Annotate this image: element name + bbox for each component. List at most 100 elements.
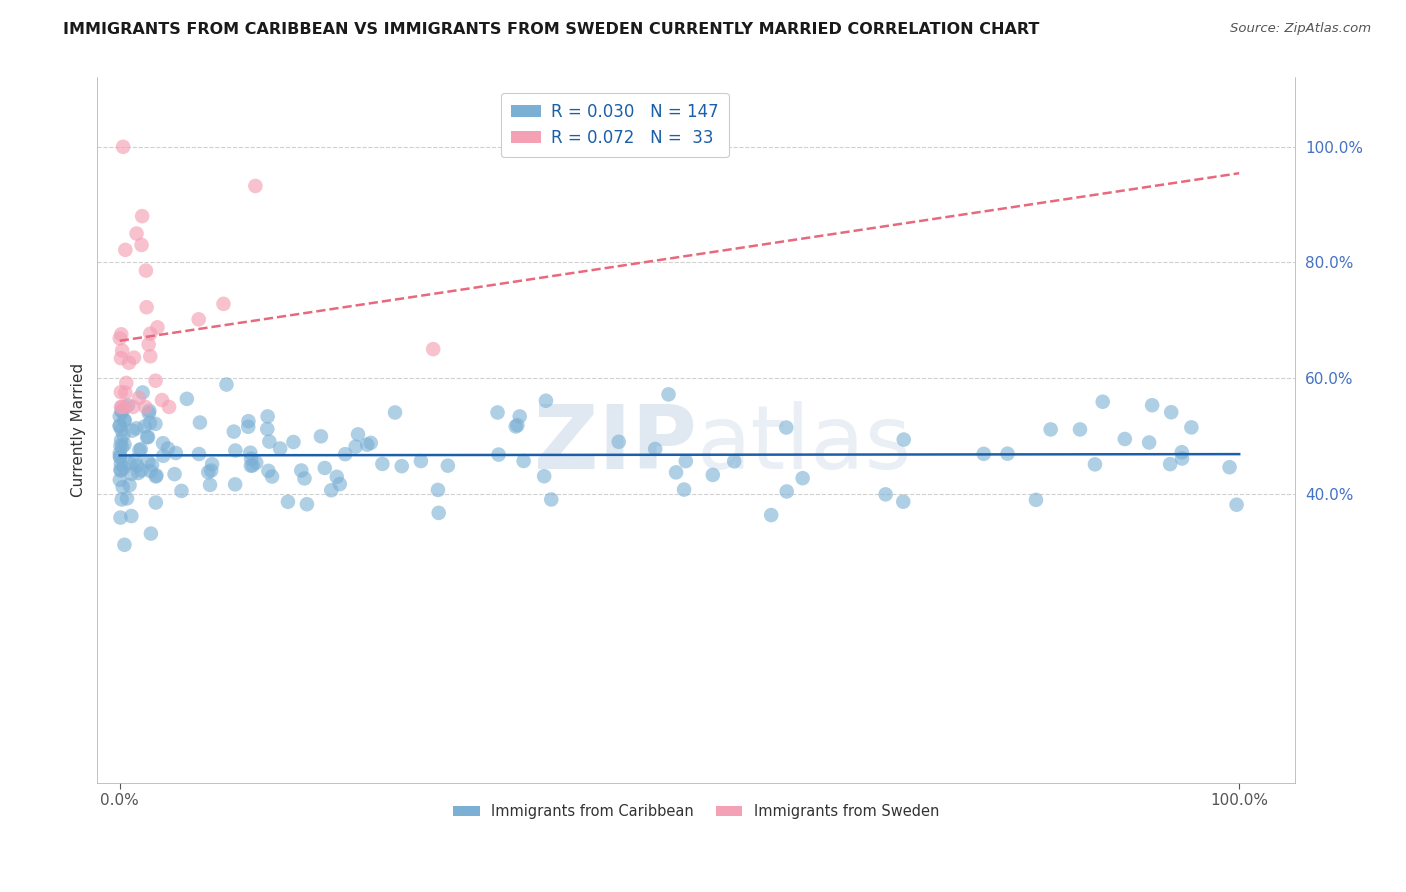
Point [321, 483, 343, 498]
Point [118, 478, 141, 492]
Point [111, 404, 134, 418]
Point [110, 439, 132, 453]
Point [644, 442, 666, 456]
Point [110, 463, 132, 477]
Point [139, 416, 162, 430]
Point [139, 349, 162, 363]
Point [145, 495, 167, 509]
Point [1171, 445, 1194, 459]
Point [118, 356, 141, 370]
Point [506, 418, 529, 433]
Point [792, 471, 814, 485]
Legend: Immigrants from Caribbean, Immigrants from Sweden: Immigrants from Caribbean, Immigrants fr… [447, 798, 945, 825]
Point [314, 461, 336, 475]
Point [775, 420, 797, 434]
Point [152, 436, 174, 450]
Text: IMMIGRANTS FROM CARIBBEAN VS IMMIGRANTS FROM SWEDEN CURRENTLY MARRIED CORRELATIO: IMMIGRANTS FROM CARIBBEAN VS IMMIGRANTS … [63, 22, 1039, 37]
Point [657, 387, 679, 401]
Point [134, 400, 156, 414]
Point [242, 458, 264, 473]
Point [997, 447, 1019, 461]
Point [259, 434, 281, 449]
Point [295, 497, 318, 511]
Point [138, 337, 160, 351]
Point [427, 506, 450, 520]
Point [891, 494, 914, 508]
Point [136, 430, 159, 444]
Point [238, 414, 260, 428]
Point [128, 391, 150, 405]
Point [117, 398, 139, 412]
Point [111, 343, 134, 358]
Point [111, 440, 134, 454]
Point [108, 331, 131, 345]
Point [347, 427, 370, 442]
Point [170, 483, 193, 498]
Point [215, 377, 238, 392]
Point [150, 393, 173, 408]
Point [973, 447, 995, 461]
Point [110, 400, 132, 414]
Point [111, 480, 134, 494]
Point [138, 406, 160, 420]
Point [1180, 420, 1202, 434]
Point [129, 442, 152, 457]
Point [245, 456, 267, 470]
Point [540, 492, 562, 507]
Point [114, 400, 136, 414]
Point [121, 467, 143, 481]
Point [723, 454, 745, 468]
Point [290, 463, 312, 477]
Point [156, 442, 179, 456]
Point [145, 374, 167, 388]
Point [145, 417, 167, 431]
Point [1084, 458, 1107, 472]
Point [260, 469, 283, 483]
Point [108, 450, 131, 465]
Point [1039, 422, 1062, 436]
Point [256, 422, 278, 436]
Point [240, 451, 263, 466]
Point [512, 454, 534, 468]
Point [534, 393, 557, 408]
Point [145, 468, 167, 483]
Point [128, 443, 150, 458]
Point [139, 526, 162, 541]
Point [141, 458, 163, 472]
Point [329, 477, 352, 491]
Point [224, 477, 246, 491]
Point [108, 446, 131, 460]
Point [294, 471, 316, 485]
Point [131, 238, 153, 252]
Point [110, 433, 132, 447]
Point [108, 419, 131, 434]
Point [533, 469, 555, 483]
Point [875, 487, 897, 501]
Point [125, 227, 148, 241]
Point [198, 478, 221, 492]
Point [224, 443, 246, 458]
Point [427, 483, 450, 497]
Point [1140, 398, 1163, 412]
Point [124, 453, 146, 467]
Point [136, 430, 159, 444]
Point [112, 460, 135, 475]
Point [112, 428, 135, 442]
Point [110, 457, 132, 471]
Point [131, 209, 153, 223]
Point [157, 400, 180, 414]
Point [409, 454, 432, 468]
Text: Source: ZipAtlas.com: Source: ZipAtlas.com [1230, 22, 1371, 36]
Point [256, 409, 278, 424]
Point [131, 385, 153, 400]
Point [108, 418, 131, 433]
Point [1226, 498, 1249, 512]
Point [384, 405, 406, 419]
Point [893, 433, 915, 447]
Point [108, 409, 131, 424]
Text: ZIP: ZIP [533, 401, 696, 488]
Point [702, 467, 724, 482]
Point [212, 297, 235, 311]
Point [136, 455, 159, 469]
Point [360, 435, 382, 450]
